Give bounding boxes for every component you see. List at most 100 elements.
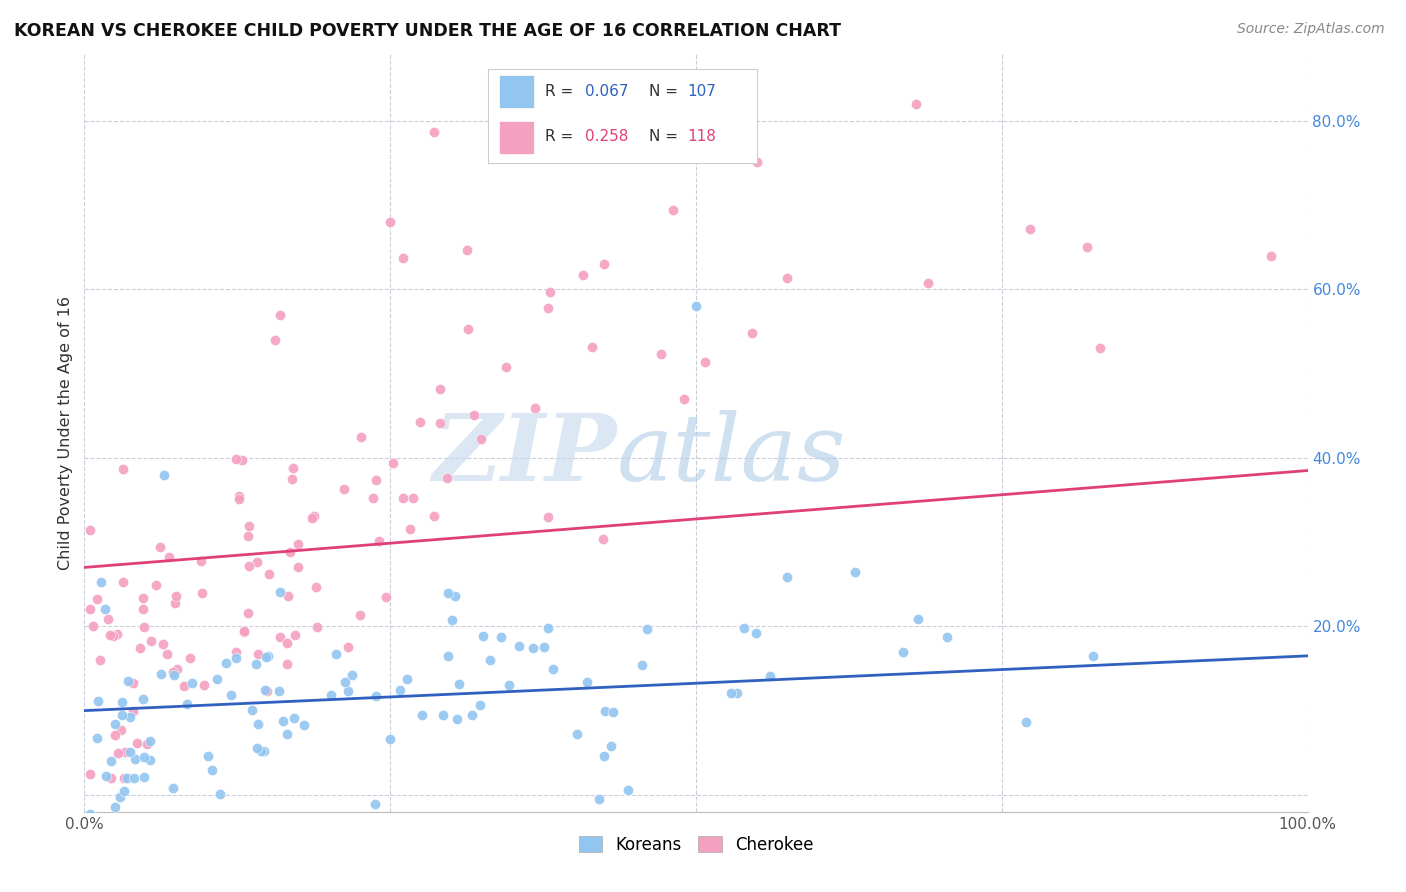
Point — [134, 771, 156, 785]
Point — [134, 749, 156, 764]
Point — [470, 698, 492, 713]
Point — [446, 712, 468, 726]
Point — [283, 460, 305, 475]
Text: atlas: atlas — [616, 410, 846, 500]
Point — [685, 299, 707, 313]
Point — [98, 628, 121, 642]
Point — [101, 819, 124, 833]
Point — [495, 360, 517, 375]
Point — [269, 584, 291, 599]
Point — [917, 276, 939, 290]
Point — [395, 673, 418, 687]
Point — [166, 662, 188, 676]
Point — [437, 648, 460, 663]
Point — [132, 601, 155, 615]
Point — [162, 781, 184, 796]
Point — [157, 549, 180, 564]
Point — [139, 734, 162, 748]
Point — [231, 453, 253, 467]
Point — [256, 683, 278, 698]
Point — [87, 694, 110, 708]
Point — [112, 771, 135, 785]
Point — [269, 308, 291, 322]
Point — [173, 679, 195, 693]
Point — [508, 639, 530, 653]
Point — [225, 651, 247, 665]
Point — [121, 676, 143, 690]
Point — [695, 355, 717, 369]
Point — [844, 565, 866, 579]
Point — [263, 333, 285, 347]
Point — [79, 602, 101, 616]
Point — [165, 589, 187, 603]
Point — [349, 607, 371, 622]
Point — [111, 461, 134, 475]
Point — [238, 559, 260, 574]
Point — [103, 716, 125, 731]
Point — [107, 746, 129, 760]
Point — [82, 619, 104, 633]
Point — [1019, 222, 1042, 236]
Point — [537, 301, 560, 315]
Point — [478, 653, 501, 667]
Point — [97, 612, 120, 626]
Point — [361, 491, 384, 505]
Point — [277, 589, 299, 603]
Point — [114, 745, 136, 759]
Point — [96, 769, 118, 783]
Point — [891, 645, 914, 659]
Point — [236, 529, 259, 543]
Point — [422, 125, 444, 139]
Point — [89, 653, 111, 667]
Point — [536, 509, 558, 524]
Point — [228, 489, 250, 503]
Point — [193, 678, 215, 692]
Point — [111, 695, 134, 709]
Point — [238, 518, 260, 533]
Point — [232, 624, 254, 639]
Point — [156, 648, 179, 662]
Point — [208, 787, 231, 801]
Point — [630, 658, 652, 673]
Point — [253, 744, 276, 758]
Point — [86, 731, 108, 745]
Point — [86, 591, 108, 606]
Point — [197, 748, 219, 763]
Point — [201, 763, 224, 777]
Point — [460, 707, 482, 722]
Point — [398, 522, 420, 536]
Point — [278, 545, 301, 559]
Point — [100, 754, 122, 768]
Point — [567, 727, 589, 741]
Point — [720, 686, 742, 700]
Point — [152, 637, 174, 651]
Point — [437, 585, 460, 599]
Point — [153, 467, 176, 482]
Point — [105, 627, 128, 641]
Point — [118, 710, 141, 724]
Point — [380, 215, 402, 229]
Point — [181, 676, 204, 690]
Point — [325, 648, 347, 662]
Point — [139, 753, 162, 767]
Point — [287, 536, 309, 550]
Point — [449, 677, 471, 691]
Point — [368, 534, 391, 549]
Point — [305, 581, 328, 595]
Point — [650, 347, 672, 361]
Point — [225, 451, 247, 466]
Point — [305, 620, 328, 634]
Point — [389, 682, 412, 697]
Point — [115, 771, 138, 785]
Point — [321, 688, 343, 702]
Point — [225, 645, 247, 659]
Point — [190, 553, 212, 567]
Point — [207, 673, 229, 687]
Point — [134, 620, 156, 634]
Point — [219, 688, 242, 702]
Point — [409, 415, 432, 429]
Point — [350, 429, 373, 443]
Point — [588, 792, 610, 806]
Point — [759, 669, 782, 683]
Point — [600, 739, 623, 754]
